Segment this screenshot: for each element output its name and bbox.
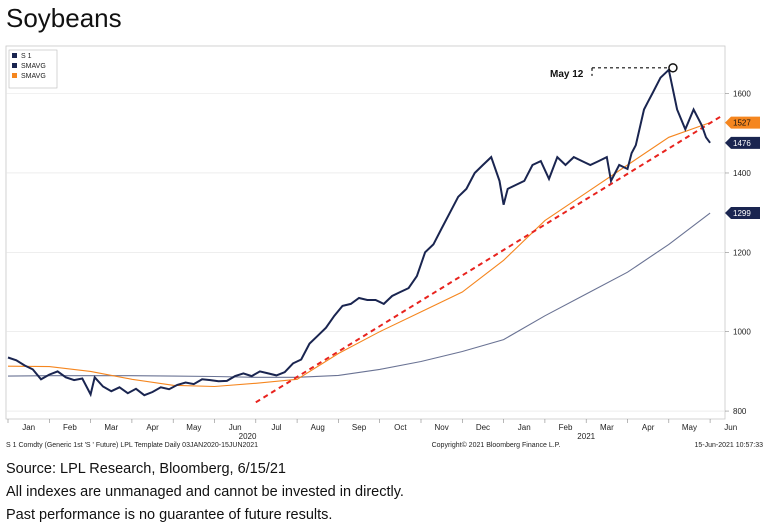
chart-footer-right: 15-Jun-2021 10:57:33: [695, 442, 764, 449]
last-value-tag-sma-slow: [725, 207, 760, 220]
x-tick-label: Jan: [22, 423, 35, 432]
x-tick-label: Mar: [104, 423, 118, 432]
chart-footer-center: Copyright© 2021 Bloomberg Finance L.P.: [432, 441, 561, 449]
x-tick-label: Feb: [63, 423, 77, 432]
year-label: 2020: [239, 432, 257, 441]
last-value-tag-price-text: 1476: [733, 139, 751, 148]
legend-swatch-price: [12, 53, 17, 58]
last-value-tag-sma-fast: [725, 116, 760, 129]
footer-disclaimer: All indexes are unmanaged and cannot be …: [6, 484, 404, 500]
footer-source: Source: LPL Research, Bloomberg, 6/15/21: [6, 461, 286, 477]
x-tick-label: May: [186, 423, 201, 432]
x-tick-label: Jun: [229, 423, 242, 432]
legend-label-sma-slow: SMAVG: [21, 63, 46, 70]
chart-footer-left: S 1 Comdty (Generic 1st 'S ' Future) LPL…: [6, 442, 258, 449]
trend-line: [255, 114, 724, 404]
last-value-tag-price: [725, 136, 760, 149]
series-line-price: [7, 67, 711, 398]
x-tick-label: Oct: [394, 423, 407, 432]
x-tick-label: Jan: [518, 423, 531, 432]
legend: S 1 SMAVG SMAVG: [8, 49, 58, 89]
x-tick-label: Aug: [311, 423, 325, 432]
y-tick-label: 1600: [733, 90, 751, 99]
last-value-tag-sma-fast-text: 1527: [733, 119, 751, 128]
series-line-sma-fast: [7, 122, 711, 388]
annotation-label: May 12: [550, 69, 584, 80]
y-tick-label: 1200: [733, 248, 751, 257]
legend-swatch-sma-fast: [12, 73, 17, 78]
year-label: 2021: [577, 432, 595, 441]
y-tick-label: 800: [733, 407, 747, 416]
x-tick-label: Dec: [476, 423, 490, 432]
x-tick-label: Feb: [559, 423, 573, 432]
legend-label-sma-fast: SMAVG: [21, 73, 46, 80]
x-tick-label: Nov: [435, 423, 449, 432]
x-tick-label: Apr: [642, 423, 655, 432]
peak-marker: [668, 63, 678, 73]
price-chart: 800 1000 1200 1400 1600 1527 1476 1299 Jan Feb Ma…: [5, 45, 764, 449]
footer-performance: Past performance is no guarantee of futu…: [6, 507, 333, 523]
chart-title: Soybeans: [6, 3, 122, 33]
x-tick-label: Sep: [352, 423, 367, 432]
series-line-sma-slow: [7, 212, 711, 378]
plot-frame: [5, 45, 726, 420]
y-tick-label: 1400: [733, 169, 751, 178]
legend-label-price: S 1: [21, 53, 32, 60]
x-tick-label: Mar: [600, 423, 614, 432]
legend-swatch-sma-slow: [12, 63, 17, 68]
x-tick-label: May: [682, 423, 697, 432]
x-tick-label: Jun: [724, 423, 737, 432]
x-tick-label: Jul: [271, 423, 281, 432]
y-tick-label: 1000: [733, 328, 751, 337]
last-value-tag-sma-slow-text: 1299: [733, 209, 751, 218]
x-tick-label: Apr: [146, 423, 159, 432]
